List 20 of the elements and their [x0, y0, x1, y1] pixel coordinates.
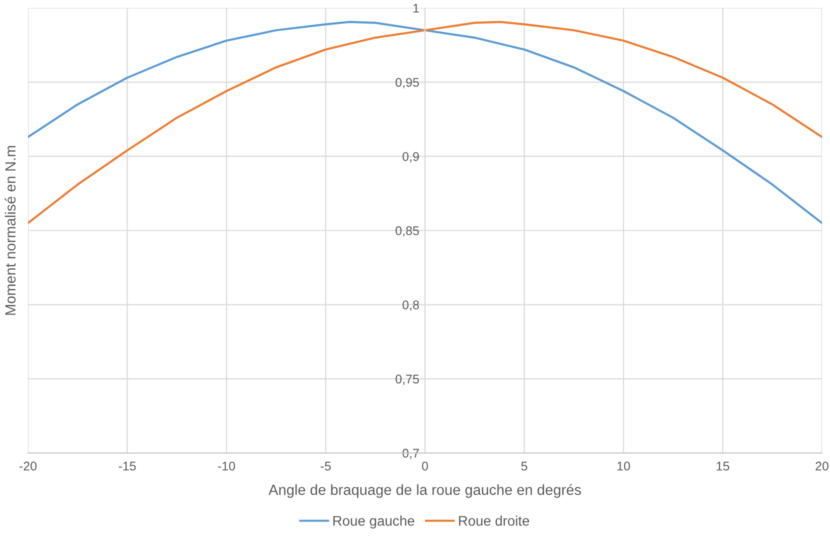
legend-label: Roue gauche — [333, 516, 414, 528]
x-tick-label: 20 — [816, 462, 828, 471]
y-tick-label: 0,85 — [396, 226, 419, 237]
y-tick-label: 0,8 — [402, 300, 419, 311]
x-tick-label: 5 — [521, 462, 528, 471]
x-tick-label: -10 — [218, 462, 236, 471]
y-tick-label: 0,95 — [396, 78, 419, 88]
x-tick-label: 15 — [716, 462, 730, 471]
x-tick-label: 10 — [618, 462, 630, 471]
x-tick-label: 0 — [422, 462, 428, 471]
x-tick-label: -5 — [320, 462, 331, 471]
x-tick-label: -20 — [20, 462, 37, 471]
line-series — [28, 20, 822, 224]
y-axis-title: Moment normalisé en N.m — [4, 146, 16, 315]
y-tick-label: 1 — [413, 4, 419, 13]
y-tick-label: 0,75 — [396, 374, 419, 385]
x-tick-label: -15 — [118, 462, 136, 471]
legend-label: Roue droite — [459, 516, 530, 526]
x-axis-title: Angle de braquage de la roue gauche en degrés — [268, 484, 581, 498]
y-tick-label: 0,9 — [402, 152, 419, 162]
